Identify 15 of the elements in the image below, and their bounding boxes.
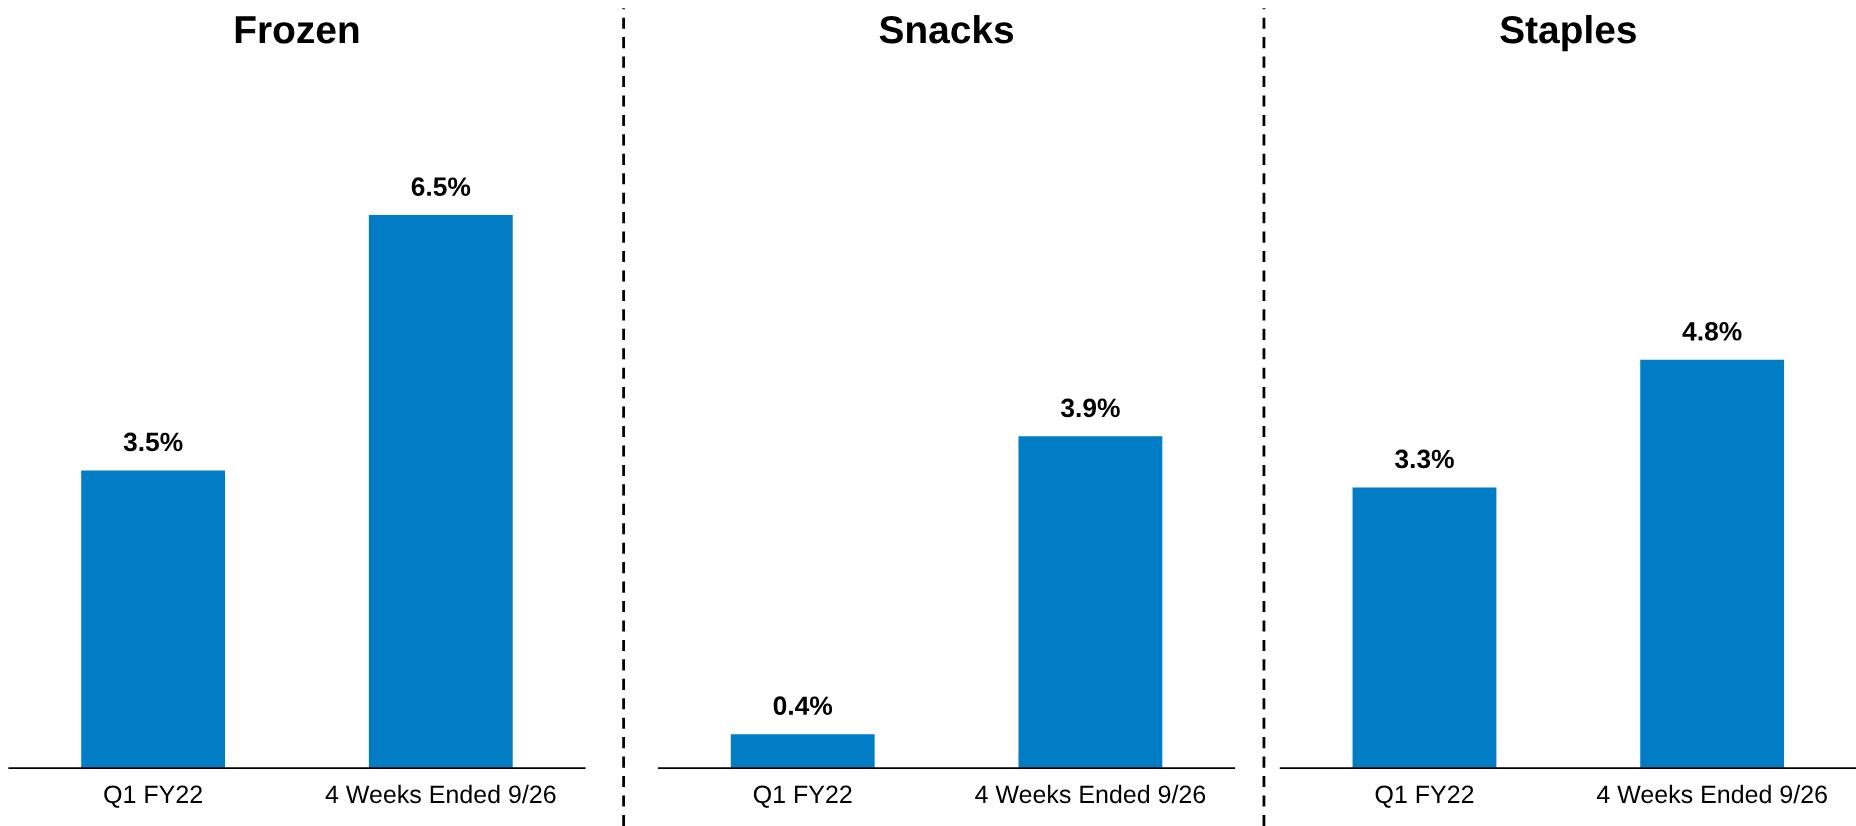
- chart-title: Staples: [1500, 14, 1636, 52]
- x-tick-label: 4 Weeks Ended 9/26: [325, 784, 556, 804]
- chart-title: Snacks: [879, 14, 1014, 44]
- x-tick-label: Q1 FY22: [1375, 785, 1474, 808]
- data-label: 3.3%: [1395, 449, 1454, 469]
- data-label: 3.5%: [123, 432, 183, 452]
- x-tick-label: Q1 FY22: [753, 785, 852, 808]
- chart-title: Frozen: [235, 16, 359, 44]
- data-label: 3.9%: [1060, 398, 1120, 418]
- x-tick-label: 4 Weeks Ended 9/26: [975, 784, 1206, 804]
- x-tick-label: Q1 FY22: [104, 785, 202, 808]
- data-label: 4.8%: [1682, 321, 1742, 341]
- data-label: 0.4%: [773, 696, 833, 716]
- data-label: 6.5%: [411, 177, 471, 197]
- x-tick-label: 4 Weeks Ended 9/26: [1596, 784, 1827, 804]
